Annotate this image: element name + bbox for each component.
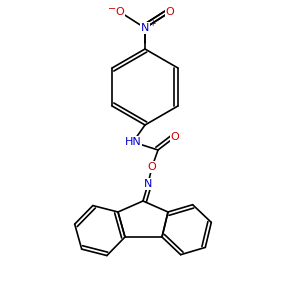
Text: N: N bbox=[144, 179, 152, 189]
Text: −: − bbox=[108, 4, 116, 14]
Text: O: O bbox=[148, 162, 156, 172]
Text: N: N bbox=[141, 23, 149, 33]
Text: +: + bbox=[149, 19, 155, 28]
Text: HN: HN bbox=[124, 137, 141, 147]
Text: O: O bbox=[171, 132, 179, 142]
Text: O: O bbox=[166, 7, 174, 17]
Text: O: O bbox=[116, 7, 124, 17]
